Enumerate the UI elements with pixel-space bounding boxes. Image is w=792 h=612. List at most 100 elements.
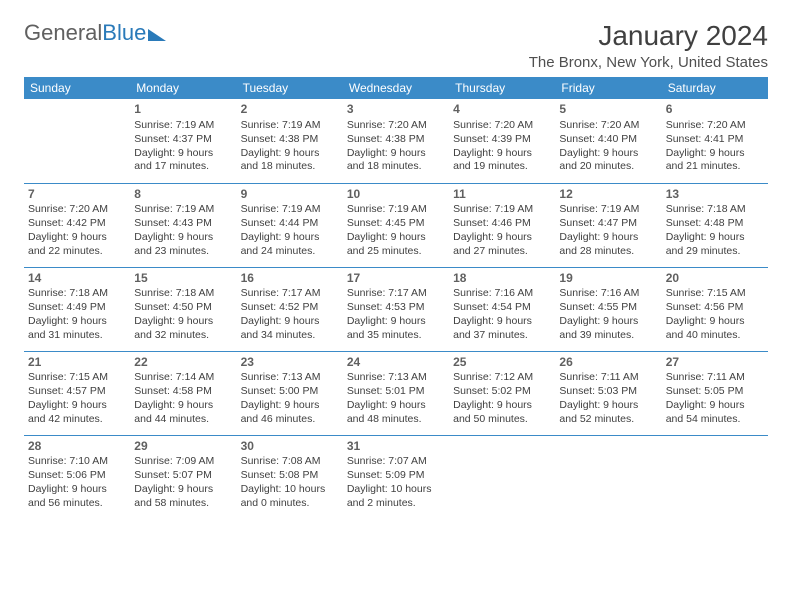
calendar-table: SundayMondayTuesdayWednesdayThursdayFrid… bbox=[24, 77, 768, 519]
calendar-cell: 10Sunrise: 7:19 AMSunset: 4:45 PMDayligh… bbox=[343, 183, 449, 267]
sunrise-text: Sunrise: 7:16 AM bbox=[453, 287, 551, 301]
logo: GeneralBlue bbox=[24, 20, 168, 46]
sunset-text: Sunset: 5:07 PM bbox=[134, 469, 232, 483]
calendar-cell: 23Sunrise: 7:13 AMSunset: 5:00 PMDayligh… bbox=[237, 351, 343, 435]
daylight-text: Daylight: 9 hours and 18 minutes. bbox=[347, 147, 445, 175]
day-number: 5 bbox=[559, 102, 657, 118]
day-number: 7 bbox=[28, 187, 126, 203]
day-number: 8 bbox=[134, 187, 232, 203]
daylight-text: Daylight: 9 hours and 29 minutes. bbox=[666, 231, 764, 259]
sunset-text: Sunset: 4:39 PM bbox=[453, 133, 551, 147]
calendar-cell: 27Sunrise: 7:11 AMSunset: 5:05 PMDayligh… bbox=[662, 351, 768, 435]
sunrise-text: Sunrise: 7:15 AM bbox=[666, 287, 764, 301]
sunrise-text: Sunrise: 7:13 AM bbox=[347, 371, 445, 385]
daylight-text: Daylight: 9 hours and 35 minutes. bbox=[347, 315, 445, 343]
daylight-text: Daylight: 9 hours and 24 minutes. bbox=[241, 231, 339, 259]
calendar-cell: 25Sunrise: 7:12 AMSunset: 5:02 PMDayligh… bbox=[449, 351, 555, 435]
logo-text-gray: General bbox=[24, 20, 102, 46]
sunrise-text: Sunrise: 7:19 AM bbox=[241, 203, 339, 217]
calendar-cell: 28Sunrise: 7:10 AMSunset: 5:06 PMDayligh… bbox=[24, 435, 130, 519]
day-header: Saturday bbox=[662, 77, 768, 99]
sunset-text: Sunset: 5:08 PM bbox=[241, 469, 339, 483]
day-number: 6 bbox=[666, 102, 764, 118]
sunset-text: Sunset: 4:56 PM bbox=[666, 301, 764, 315]
sunset-text: Sunset: 4:55 PM bbox=[559, 301, 657, 315]
sunrise-text: Sunrise: 7:10 AM bbox=[28, 455, 126, 469]
sunset-text: Sunset: 4:41 PM bbox=[666, 133, 764, 147]
sunrise-text: Sunrise: 7:20 AM bbox=[666, 119, 764, 133]
sunset-text: Sunset: 5:09 PM bbox=[347, 469, 445, 483]
sail-icon bbox=[148, 25, 168, 41]
sunset-text: Sunset: 4:54 PM bbox=[453, 301, 551, 315]
sunrise-text: Sunrise: 7:15 AM bbox=[28, 371, 126, 385]
daylight-text: Daylight: 9 hours and 18 minutes. bbox=[241, 147, 339, 175]
sunset-text: Sunset: 4:44 PM bbox=[241, 217, 339, 231]
calendar-cell: 2Sunrise: 7:19 AMSunset: 4:38 PMDaylight… bbox=[237, 99, 343, 183]
sunset-text: Sunset: 5:01 PM bbox=[347, 385, 445, 399]
day-number: 22 bbox=[134, 355, 232, 371]
sunset-text: Sunset: 4:45 PM bbox=[347, 217, 445, 231]
calendar-cell: 11Sunrise: 7:19 AMSunset: 4:46 PMDayligh… bbox=[449, 183, 555, 267]
sunset-text: Sunset: 4:52 PM bbox=[241, 301, 339, 315]
sunset-text: Sunset: 4:58 PM bbox=[134, 385, 232, 399]
day-number: 29 bbox=[134, 439, 232, 455]
sunset-text: Sunset: 4:49 PM bbox=[28, 301, 126, 315]
sunrise-text: Sunrise: 7:09 AM bbox=[134, 455, 232, 469]
day-number: 28 bbox=[28, 439, 126, 455]
sunrise-text: Sunrise: 7:18 AM bbox=[28, 287, 126, 301]
daylight-text: Daylight: 9 hours and 17 minutes. bbox=[134, 147, 232, 175]
calendar-cell: 5Sunrise: 7:20 AMSunset: 4:40 PMDaylight… bbox=[555, 99, 661, 183]
calendar-cell: 29Sunrise: 7:09 AMSunset: 5:07 PMDayligh… bbox=[130, 435, 236, 519]
daylight-text: Daylight: 9 hours and 42 minutes. bbox=[28, 399, 126, 427]
calendar-row: 21Sunrise: 7:15 AMSunset: 4:57 PMDayligh… bbox=[24, 351, 768, 435]
sunrise-text: Sunrise: 7:13 AM bbox=[241, 371, 339, 385]
calendar-cell: 16Sunrise: 7:17 AMSunset: 4:52 PMDayligh… bbox=[237, 267, 343, 351]
calendar-cell-empty bbox=[24, 99, 130, 183]
daylight-text: Daylight: 9 hours and 31 minutes. bbox=[28, 315, 126, 343]
sunrise-text: Sunrise: 7:14 AM bbox=[134, 371, 232, 385]
day-number: 2 bbox=[241, 102, 339, 118]
sunrise-text: Sunrise: 7:20 AM bbox=[347, 119, 445, 133]
day-number: 21 bbox=[28, 355, 126, 371]
sunrise-text: Sunrise: 7:17 AM bbox=[241, 287, 339, 301]
day-number: 16 bbox=[241, 271, 339, 287]
daylight-text: Daylight: 9 hours and 27 minutes. bbox=[453, 231, 551, 259]
day-number: 17 bbox=[347, 271, 445, 287]
logo-text-blue: Blue bbox=[102, 20, 146, 46]
sunset-text: Sunset: 4:46 PM bbox=[453, 217, 551, 231]
calendar-cell: 20Sunrise: 7:15 AMSunset: 4:56 PMDayligh… bbox=[662, 267, 768, 351]
sunset-text: Sunset: 4:42 PM bbox=[28, 217, 126, 231]
daylight-text: Daylight: 9 hours and 25 minutes. bbox=[347, 231, 445, 259]
sunrise-text: Sunrise: 7:20 AM bbox=[28, 203, 126, 217]
calendar-cell: 26Sunrise: 7:11 AMSunset: 5:03 PMDayligh… bbox=[555, 351, 661, 435]
calendar-cell-empty bbox=[662, 435, 768, 519]
day-number: 31 bbox=[347, 439, 445, 455]
calendar-cell: 21Sunrise: 7:15 AMSunset: 4:57 PMDayligh… bbox=[24, 351, 130, 435]
day-number: 23 bbox=[241, 355, 339, 371]
daylight-text: Daylight: 9 hours and 32 minutes. bbox=[134, 315, 232, 343]
sunset-text: Sunset: 4:38 PM bbox=[347, 133, 445, 147]
sunrise-text: Sunrise: 7:19 AM bbox=[241, 119, 339, 133]
calendar-cell: 4Sunrise: 7:20 AMSunset: 4:39 PMDaylight… bbox=[449, 99, 555, 183]
day-number: 27 bbox=[666, 355, 764, 371]
sunset-text: Sunset: 5:02 PM bbox=[453, 385, 551, 399]
sunrise-text: Sunrise: 7:20 AM bbox=[453, 119, 551, 133]
day-number: 14 bbox=[28, 271, 126, 287]
day-number: 10 bbox=[347, 187, 445, 203]
calendar-cell: 31Sunrise: 7:07 AMSunset: 5:09 PMDayligh… bbox=[343, 435, 449, 519]
daylight-text: Daylight: 10 hours and 2 minutes. bbox=[347, 483, 445, 511]
daylight-text: Daylight: 10 hours and 0 minutes. bbox=[241, 483, 339, 511]
calendar-cell: 3Sunrise: 7:20 AMSunset: 4:38 PMDaylight… bbox=[343, 99, 449, 183]
calendar-cell: 7Sunrise: 7:20 AMSunset: 4:42 PMDaylight… bbox=[24, 183, 130, 267]
calendar-row: 7Sunrise: 7:20 AMSunset: 4:42 PM Daylight… bbox=[24, 183, 768, 267]
calendar-cell: 1Sunrise: 7:19 AMSunset: 4:37 PMDaylight… bbox=[130, 99, 236, 183]
sunset-text: Sunset: 4:40 PM bbox=[559, 133, 657, 147]
sunrise-text: Sunrise: 7:17 AM bbox=[347, 287, 445, 301]
sunset-text: Sunset: 4:57 PM bbox=[28, 385, 126, 399]
day-number: 12 bbox=[559, 187, 657, 203]
location-label: The Bronx, New York, United States bbox=[529, 54, 768, 71]
day-number: 1 bbox=[134, 102, 232, 118]
daylight-text: Daylight: 9 hours and 58 minutes. bbox=[134, 483, 232, 511]
calendar-cell: 18Sunrise: 7:16 AMSunset: 4:54 PMDayligh… bbox=[449, 267, 555, 351]
daylight-text: Daylight: 9 hours and 54 minutes. bbox=[666, 399, 764, 427]
